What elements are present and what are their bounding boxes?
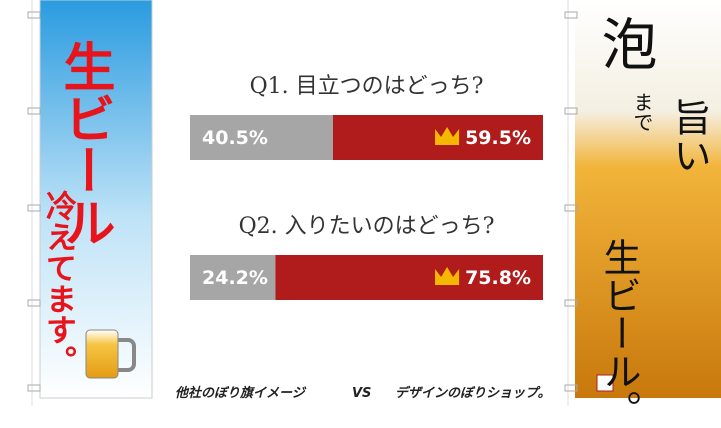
left-subtitle: 冷えてます。 [40, 190, 76, 376]
footer-vs: VS [352, 386, 371, 401]
right-foam: 泡 [592, 15, 657, 71]
right-title: 生ビール。 [597, 238, 641, 428]
beer-mug [85, 329, 136, 379]
right-banner [564, 0, 721, 406]
chart-title: Q1. 目立つのはどっち? [250, 74, 484, 99]
bar-segment [190, 255, 276, 300]
value-label: 40.5% [202, 127, 268, 149]
chart: 他社のぼり旗イメージ VS デザインのぼりショップ。 Q1. 目立つのはどっち?… [27, 0, 721, 406]
value-label: 75.8% [465, 267, 531, 289]
value-label: 24.2% [202, 267, 268, 289]
left-title: 生ビール [54, 40, 114, 248]
page: {"chart_data":[ {"type":"stacked-bar","t… [27, 0, 721, 428]
footer: 他社のぼり旗イメージ VS デザインのぼりショップ。 [175, 385, 551, 401]
crown-icon [435, 127, 460, 145]
bar-segment [275, 255, 543, 300]
value-label: 59.5% [465, 127, 531, 149]
footer-right: デザインのぼりショップ。 [395, 385, 551, 401]
footer-left: 他社のぼり旗イメージ [175, 385, 307, 401]
bar-segment [190, 115, 333, 160]
left-banner [27, 0, 153, 406]
crown-icon [435, 267, 460, 285]
right-made: まで [630, 92, 654, 132]
right-umai: 旨い [667, 98, 711, 174]
chart-title: Q2. 入りたいのはどっち? [239, 214, 495, 239]
